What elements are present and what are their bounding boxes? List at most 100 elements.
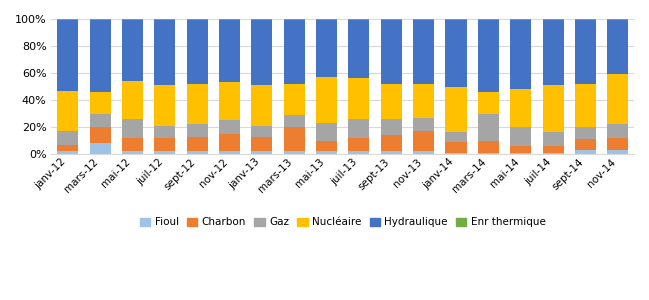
Bar xyxy=(478,113,499,141)
Bar xyxy=(381,84,402,119)
Bar xyxy=(251,126,273,136)
Bar xyxy=(187,20,208,84)
Bar xyxy=(510,153,532,154)
Bar xyxy=(284,19,305,20)
Bar xyxy=(154,152,175,154)
Legend: Fioul, Charbon, Gaz, Nucléaire, Hydraulique, Enr thermique: Fioul, Charbon, Gaz, Nucléaire, Hydrauli… xyxy=(136,213,550,232)
Bar xyxy=(413,19,434,20)
Bar xyxy=(57,145,78,152)
Bar xyxy=(316,123,337,141)
Bar xyxy=(219,20,240,83)
Bar xyxy=(251,85,273,126)
Bar xyxy=(90,113,110,127)
Bar xyxy=(251,136,273,152)
Bar xyxy=(316,141,337,152)
Bar xyxy=(543,146,563,153)
Bar xyxy=(349,78,369,119)
Bar xyxy=(284,127,305,152)
Bar xyxy=(478,153,499,154)
Bar xyxy=(187,152,208,154)
Bar xyxy=(543,132,563,146)
Bar xyxy=(316,152,337,154)
Bar xyxy=(349,20,369,78)
Bar xyxy=(154,126,175,138)
Bar xyxy=(607,138,628,150)
Bar xyxy=(90,127,110,143)
Bar xyxy=(57,20,78,91)
Bar xyxy=(219,134,240,152)
Bar xyxy=(478,141,499,153)
Bar xyxy=(187,136,208,152)
Bar xyxy=(316,20,337,77)
Bar xyxy=(219,120,240,134)
Bar xyxy=(381,135,402,152)
Bar xyxy=(316,19,337,20)
Bar xyxy=(381,119,402,135)
Bar xyxy=(57,131,78,145)
Bar xyxy=(445,19,467,20)
Bar xyxy=(90,20,110,92)
Bar xyxy=(349,152,369,154)
Bar xyxy=(57,91,78,131)
Bar xyxy=(575,127,596,139)
Bar xyxy=(90,92,110,113)
Bar xyxy=(381,20,402,84)
Bar xyxy=(445,132,467,142)
Bar xyxy=(445,20,467,86)
Bar xyxy=(90,19,110,20)
Bar xyxy=(90,143,110,154)
Bar xyxy=(349,119,369,138)
Bar xyxy=(122,119,143,138)
Bar xyxy=(607,150,628,154)
Bar xyxy=(413,152,434,154)
Bar xyxy=(543,19,563,20)
Bar xyxy=(381,19,402,20)
Bar xyxy=(575,20,596,84)
Bar xyxy=(219,152,240,154)
Bar xyxy=(575,150,596,154)
Bar xyxy=(413,131,434,152)
Bar xyxy=(510,20,532,89)
Bar xyxy=(154,85,175,126)
Bar xyxy=(445,86,467,132)
Bar xyxy=(122,152,143,154)
Bar xyxy=(478,92,499,113)
Bar xyxy=(122,19,143,20)
Bar xyxy=(187,84,208,124)
Bar xyxy=(510,127,532,146)
Bar xyxy=(219,82,240,120)
Bar xyxy=(445,153,467,154)
Bar xyxy=(154,138,175,152)
Bar xyxy=(510,19,532,20)
Bar xyxy=(187,124,208,136)
Bar xyxy=(122,81,143,119)
Bar xyxy=(154,19,175,20)
Bar xyxy=(543,20,563,85)
Bar xyxy=(284,115,305,127)
Bar xyxy=(478,19,499,20)
Bar xyxy=(349,138,369,152)
Bar xyxy=(284,152,305,154)
Bar xyxy=(575,84,596,127)
Bar xyxy=(57,19,78,20)
Bar xyxy=(575,139,596,150)
Bar xyxy=(154,20,175,85)
Bar xyxy=(284,84,305,115)
Bar xyxy=(219,19,240,20)
Bar xyxy=(122,138,143,152)
Bar xyxy=(349,19,369,20)
Bar xyxy=(251,152,273,154)
Bar xyxy=(316,77,337,123)
Bar xyxy=(57,152,78,154)
Bar xyxy=(381,152,402,154)
Bar xyxy=(445,142,467,153)
Bar xyxy=(543,153,563,154)
Bar xyxy=(607,124,628,138)
Bar xyxy=(251,20,273,85)
Bar xyxy=(413,118,434,131)
Bar xyxy=(413,20,434,84)
Bar xyxy=(607,20,628,74)
Bar xyxy=(607,74,628,124)
Bar xyxy=(510,89,532,127)
Bar xyxy=(251,19,273,20)
